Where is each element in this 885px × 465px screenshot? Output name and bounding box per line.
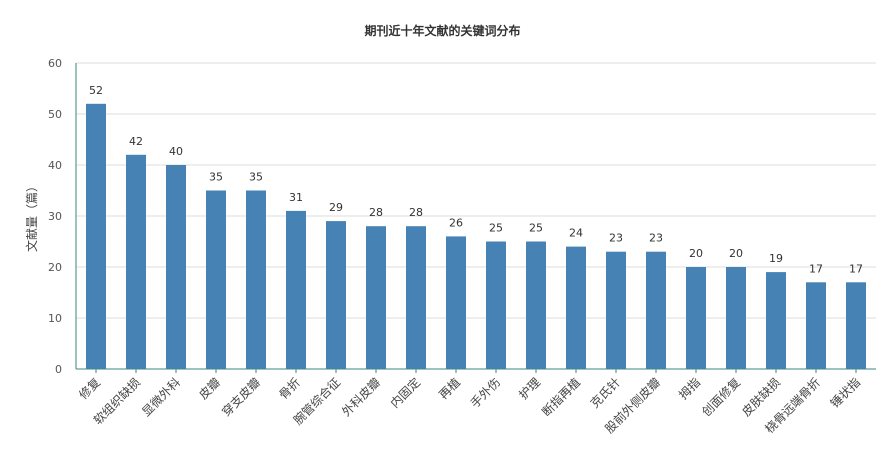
- data-label: 17: [849, 262, 863, 275]
- data-label: 52: [89, 84, 103, 97]
- x-tick-label: 护理: [516, 375, 543, 402]
- x-tick-label: 创面修复: [699, 375, 744, 420]
- y-tick-label: 60: [48, 57, 62, 70]
- data-label: 28: [369, 206, 383, 219]
- y-tick-label: 40: [48, 159, 62, 172]
- data-label: 25: [489, 222, 503, 235]
- bar: [766, 272, 786, 369]
- bar: [246, 190, 266, 369]
- y-tick-label: 20: [48, 261, 62, 274]
- data-label: 20: [729, 247, 743, 260]
- bar: [446, 236, 466, 369]
- bar: [806, 282, 826, 369]
- x-tick-label: 皮瓣: [196, 375, 223, 402]
- x-tick-label: 断指再植: [539, 375, 584, 420]
- data-label: 26: [449, 216, 463, 229]
- data-label: 35: [209, 171, 223, 184]
- x-tick-label: 锤状指: [827, 375, 863, 411]
- bar: [286, 210, 306, 369]
- y-tick-label: 10: [48, 312, 62, 325]
- x-tick-label: 显微外科: [139, 375, 183, 419]
- data-label: 25: [529, 222, 543, 235]
- data-label: 20: [689, 247, 703, 260]
- axes: [75, 63, 876, 373]
- x-tick-label: 修复: [76, 375, 104, 403]
- bar: [366, 226, 386, 369]
- y-tick-label: 0: [55, 363, 62, 376]
- data-label: 29: [329, 201, 343, 214]
- x-tick-label: 内固定: [387, 375, 423, 411]
- bar: [86, 103, 106, 370]
- bar: [606, 251, 626, 369]
- data-label: 23: [649, 232, 663, 245]
- y-axis-title: 文献量（篇）: [24, 180, 39, 252]
- x-tick-label: 骨折: [276, 375, 304, 403]
- bars: [86, 103, 866, 370]
- x-tick-label: 拇指: [676, 375, 704, 403]
- x-tick-label: 手外伤: [468, 375, 503, 410]
- data-label: 40: [169, 145, 183, 158]
- bar: [166, 165, 186, 369]
- data-label: 17: [809, 262, 823, 275]
- data-label: 24: [569, 227, 583, 240]
- bar: [406, 226, 426, 369]
- x-tick-label: 穿支皮瓣: [219, 375, 264, 420]
- data-label: 23: [609, 232, 623, 245]
- bar: [526, 241, 546, 369]
- bar: [686, 267, 706, 369]
- data-label: 31: [289, 191, 303, 204]
- x-tick-label: 外科皮瓣: [339, 375, 383, 419]
- data-label: 28: [409, 206, 423, 219]
- y-tick-label: 50: [48, 108, 62, 121]
- grid-lines: [76, 62, 876, 319]
- data-label: 35: [249, 171, 263, 184]
- x-tick-label: 再植: [436, 375, 464, 403]
- bar: [126, 154, 146, 369]
- y-tick-label: 30: [48, 210, 62, 223]
- bar: [206, 190, 226, 369]
- data-label: 42: [129, 135, 143, 148]
- bar: [486, 241, 506, 369]
- bar: [566, 246, 586, 369]
- bar: [646, 251, 666, 369]
- bar: [326, 221, 346, 369]
- data-label: 19: [769, 252, 783, 265]
- bar: [726, 267, 746, 369]
- x-tick-label: 克氏针: [587, 375, 623, 411]
- bar: [846, 282, 866, 369]
- chart-title: 期刊近十年文献的关键词分布: [364, 24, 521, 38]
